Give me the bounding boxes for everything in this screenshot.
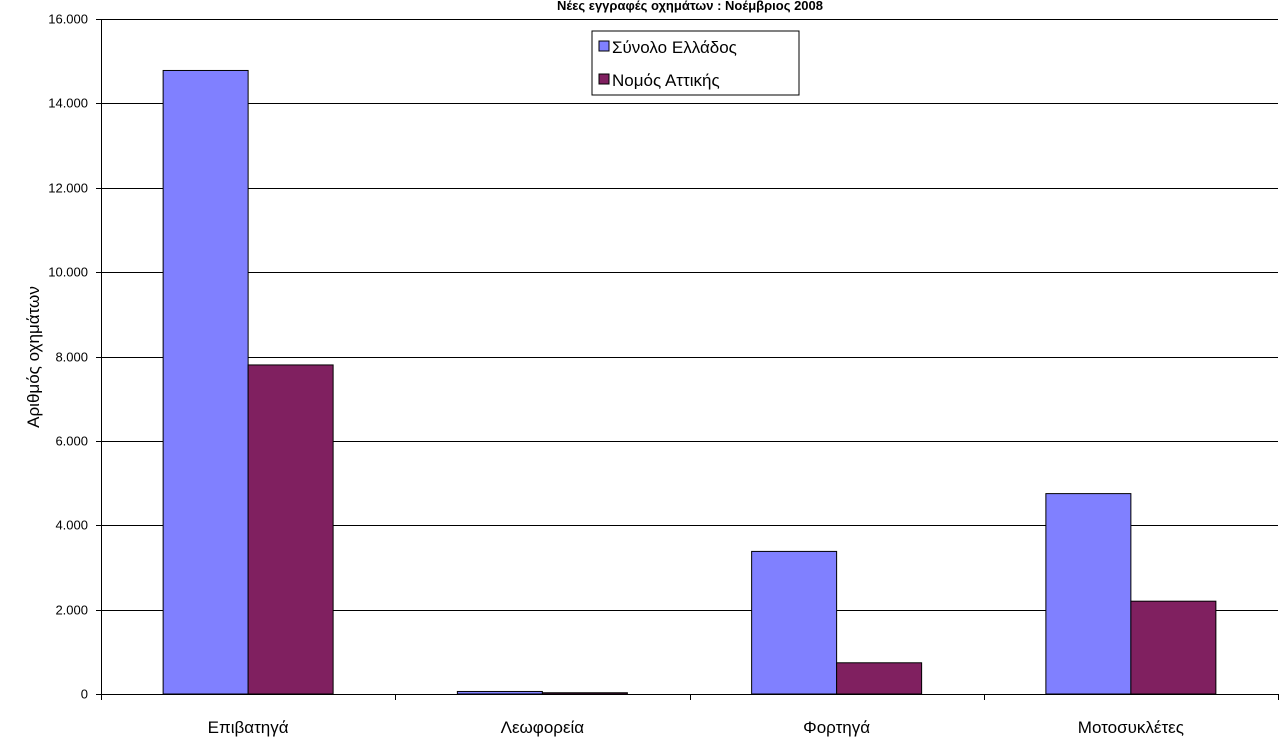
y-tick-label: 0: [81, 687, 88, 702]
y-tick-label: 10.000: [48, 265, 88, 280]
y-tick-label: 6.000: [55, 434, 88, 449]
legend-swatch-nomos-attikis: [598, 73, 610, 85]
axes: [101, 19, 1278, 695]
legend: Σύνολο Ελλάδος Νομός Αττικής: [591, 30, 800, 96]
y-tick-label: 4.000: [55, 518, 88, 533]
y-axis-label: Αριθμός οχημάτων: [24, 286, 43, 428]
y-tick-label: 16.000: [48, 12, 88, 27]
bar-synolo-ellados-3: [751, 550, 838, 695]
bar-synolo-ellados-1: [162, 69, 249, 695]
legend-box: [591, 30, 800, 96]
legend-label-nomos-attikis: Νομός Αττικής: [612, 71, 720, 90]
y-tick-label: 12.000: [48, 181, 88, 196]
x-tick-label: Επιβατηγά: [208, 718, 289, 737]
y-tick-labels: 0 2.000 4.000 6.000 8.000 10.000 12.000 14.000 1…: [48, 12, 88, 702]
x-tick-label: Φορτηγά: [803, 718, 870, 737]
legend-label-synolo-ellados: Σύνολο Ελλάδος: [612, 38, 737, 57]
x-tick-label: Λεωφορεία: [501, 718, 585, 737]
bar-nomos-attikis-1: [247, 364, 334, 695]
x-tick-labels: Επιβατηγά Λεωφορεία Φορτηγά Μοτοσυκλέτες: [208, 718, 1184, 737]
x-tick-label: Μοτοσυκλέτες: [1078, 718, 1184, 737]
bar-nomos-attikis-4: [1130, 600, 1217, 695]
y-tick-label: 2.000: [55, 603, 88, 618]
y-tick-label: 8.000: [55, 350, 88, 365]
legend-swatch-synolo-ellados: [598, 40, 610, 52]
bar-synolo-ellados-2: [456, 690, 543, 695]
chart-title: Νέες εγγραφές οχημάτων : Νοέμβριος 2008: [557, 0, 823, 13]
y-tick-label: 14.000: [48, 96, 88, 111]
bar-synolo-ellados-4: [1045, 493, 1132, 695]
bar-nomos-attikis-3: [836, 662, 923, 695]
bar-nomos-attikis-2: [541, 692, 628, 695]
bars: [162, 69, 1217, 695]
